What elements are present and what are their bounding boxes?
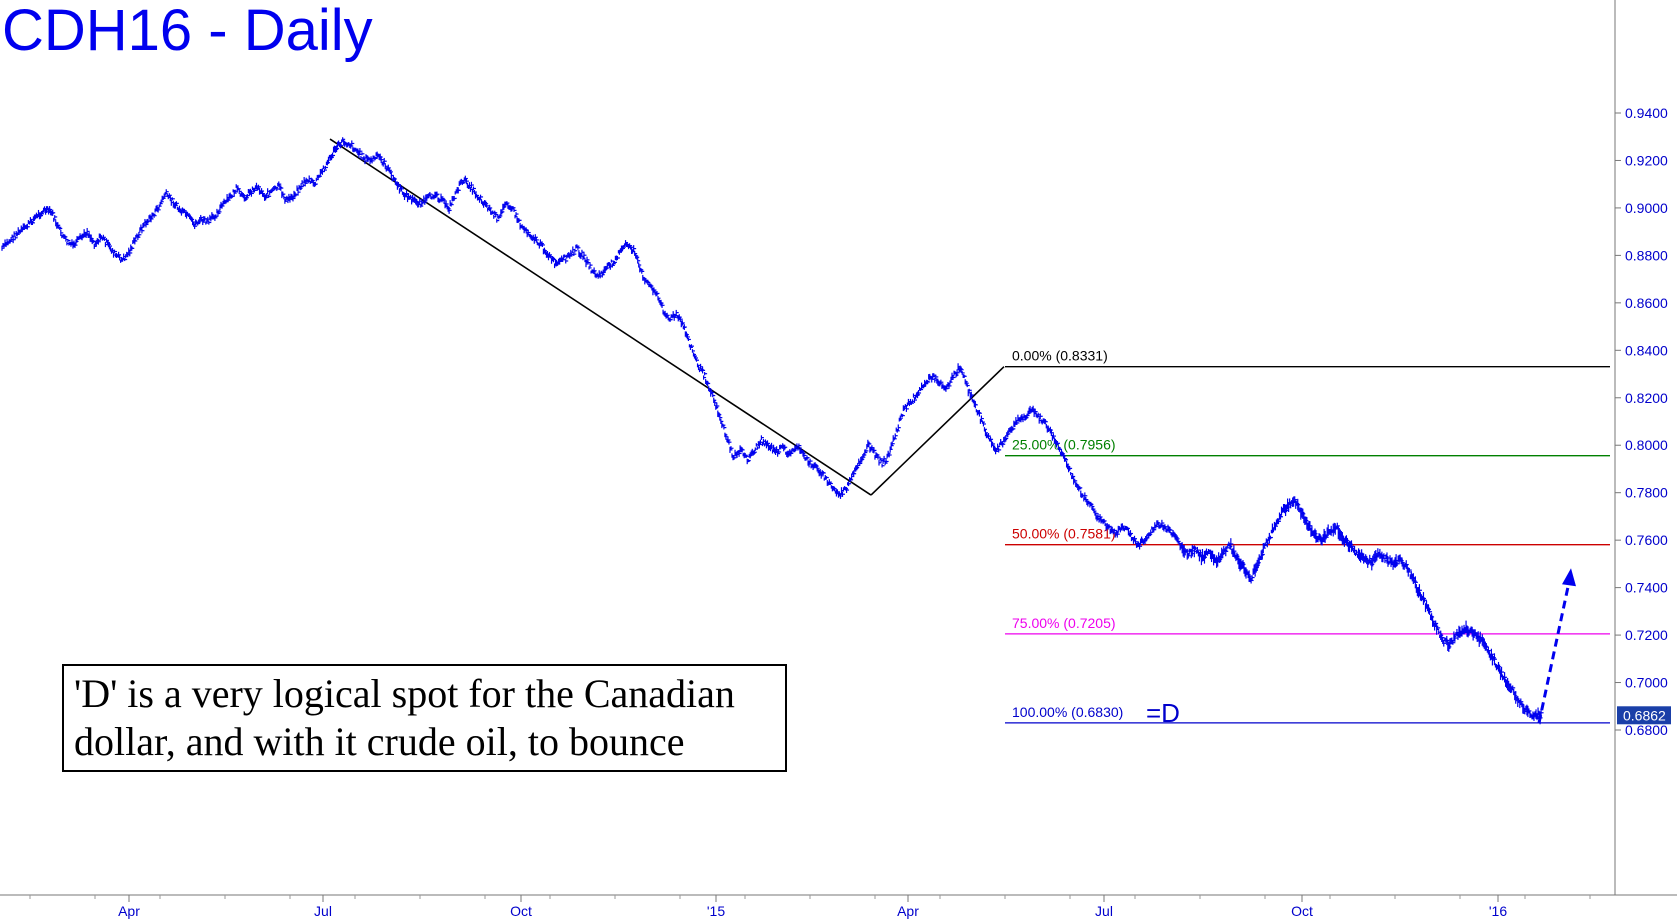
last-price-box	[1617, 706, 1671, 725]
y-tick-label: 0.7600	[1625, 532, 1668, 548]
trend-line	[870, 366, 1005, 496]
projection-line	[1537, 581, 1571, 724]
chart-title: CDH16 - Daily	[2, 0, 373, 63]
x-tick-label: '16	[1489, 903, 1507, 919]
x-tick-label: Jul	[314, 903, 332, 919]
y-tick-label: 0.8400	[1625, 342, 1668, 358]
y-axis-ticks: 0.9400 0.9200 0.9000 0.8800 0.8600 0.8400 0.82…	[1615, 105, 1668, 738]
annotation-box: 'D' is a very logical spot for the Canad…	[62, 664, 787, 772]
x-axis-ticks: Apr Jul Oct '15 Apr Jul Oct '16	[29, 895, 1591, 919]
x-tick-label: '15	[707, 903, 725, 919]
x-tick-label: Oct	[510, 903, 532, 919]
trend-lines	[329, 138, 1005, 496]
y-tick-label: 0.8800	[1625, 247, 1668, 263]
fib-label: 75.00% (0.7205)	[1012, 615, 1116, 631]
y-tick-label: 0.8200	[1625, 390, 1668, 406]
x-tick-label: Apr	[897, 903, 919, 919]
trend-line	[329, 138, 872, 496]
last-price-badge: 0.6862	[1617, 706, 1671, 725]
y-tick-label: 0.9200	[1625, 152, 1668, 168]
x-tick-label: Apr	[118, 903, 140, 919]
fib-label: 50.00% (0.7581)	[1012, 526, 1116, 542]
y-tick-label: 0.8600	[1625, 295, 1668, 311]
y-tick-label: 0.7200	[1625, 627, 1668, 643]
annotation-line-2: dollar, and with it crude oil, to bounce	[74, 719, 685, 764]
y-tick-label: 0.9000	[1625, 200, 1668, 216]
price-series	[1, 137, 1544, 725]
fibonacci-levels: 0.00% (0.8331) 25.00% (0.7956) 50.00% (0.7…	[1005, 348, 1610, 728]
y-tick-label: 0.8000	[1625, 437, 1668, 453]
target-d-label: =D	[1146, 698, 1180, 728]
x-tick-label: Oct	[1291, 903, 1313, 919]
y-tick-label: 0.9400	[1625, 105, 1668, 121]
fib-label: 100.00% (0.6830)	[1012, 704, 1123, 720]
projection-arrow	[1537, 568, 1576, 724]
y-tick-label: 0.6800	[1625, 722, 1668, 738]
axes	[0, 0, 1677, 896]
fib-label: 0.00% (0.8331)	[1012, 348, 1108, 364]
y-tick-label: 0.7800	[1625, 485, 1668, 501]
y-tick-label: 0.7400	[1625, 580, 1668, 596]
annotation-line-1: 'D' is a very logical spot for the Canad…	[74, 671, 735, 716]
fib-label: 25.00% (0.7956)	[1012, 437, 1116, 453]
last-price-label: 0.6862	[1623, 707, 1666, 723]
x-tick-label: Jul	[1095, 903, 1113, 919]
projection-arrowhead	[1562, 568, 1576, 587]
y-tick-label: 0.7000	[1625, 675, 1668, 691]
